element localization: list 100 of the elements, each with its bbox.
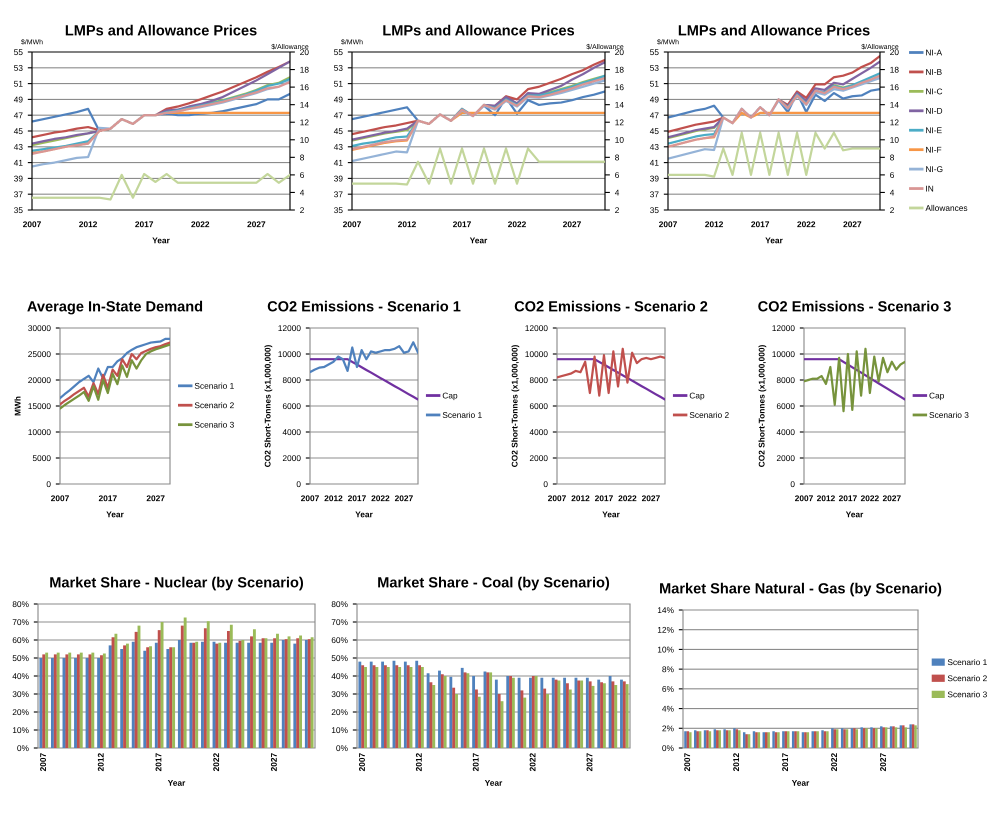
x-tick-label: 2017	[135, 221, 154, 228]
y-tick-label: 2000	[282, 455, 301, 462]
y-tick-label: 6000	[530, 403, 548, 410]
bar	[484, 672, 486, 748]
legend-label: NI-G	[926, 166, 942, 172]
y-tick-label: 4000	[282, 429, 301, 436]
legend-label: Cap	[442, 392, 458, 400]
bar	[529, 678, 532, 748]
bar	[39, 658, 42, 748]
bar	[100, 655, 103, 748]
y-tick-label: 51	[14, 80, 23, 87]
y2-tick-label: 2	[615, 207, 619, 214]
bar	[296, 638, 300, 748]
y-tick-label: 41	[650, 160, 659, 166]
bar	[494, 680, 498, 748]
x-tick-label: 2007	[301, 495, 319, 502]
chart-title: LMPs and Allowance Prices	[66, 24, 257, 36]
y-tick-label: 49	[14, 96, 23, 102]
y-axis-title: CO2 Short-Tonnes (x1,000,000)	[758, 345, 766, 467]
bar	[718, 730, 721, 748]
bar	[765, 732, 768, 748]
bar	[772, 731, 775, 748]
bar	[108, 645, 112, 748]
legend-label: Allowances	[925, 204, 968, 211]
bar	[904, 727, 907, 748]
bar	[608, 676, 612, 748]
bar	[475, 690, 478, 748]
y2-tick-label: 12	[890, 119, 899, 126]
bar	[758, 732, 760, 748]
y-tick-label: 70%	[12, 619, 29, 626]
bar	[686, 731, 690, 748]
y-tick-label: 15000	[28, 403, 51, 410]
bar	[884, 727, 888, 748]
line-series	[310, 341, 418, 374]
x-tick-label: 2022	[213, 753, 220, 772]
y-tick-label: 49	[650, 96, 659, 102]
y-tick-label: 35	[650, 207, 659, 214]
bar	[826, 731, 829, 748]
x-tick-label: 2017	[594, 495, 613, 502]
bar	[310, 637, 314, 748]
bar	[138, 626, 140, 748]
bar	[518, 678, 521, 748]
y-tick-label: 12%	[658, 626, 674, 633]
line-series	[668, 132, 880, 178]
bar	[914, 725, 917, 748]
bar	[834, 729, 836, 748]
x-tick-label: 2017	[453, 221, 471, 228]
legend-label: NI-A	[926, 50, 942, 56]
bar	[814, 731, 816, 748]
x-tick-label: 2027	[586, 753, 592, 772]
x-tick-label: 2017	[782, 753, 788, 772]
y-tick-label: 70%	[332, 619, 348, 626]
bar	[714, 729, 716, 748]
x-tick-label: 2012	[98, 753, 104, 772]
bar	[489, 672, 492, 748]
x-tick-label: 2007	[23, 221, 41, 228]
bar	[238, 640, 242, 748]
y2-tick-label: 14	[890, 102, 899, 108]
bar	[900, 725, 902, 748]
bar	[449, 676, 452, 748]
bar	[184, 618, 187, 748]
bar	[120, 649, 124, 748]
line-series	[352, 147, 605, 186]
bar	[299, 636, 302, 748]
x-axis-title: Year	[846, 512, 864, 518]
bar	[123, 645, 126, 748]
x-tick-label: 2007	[684, 753, 690, 772]
y-tick-label: 55	[650, 49, 659, 56]
y-tick-label: 20000	[28, 377, 51, 384]
bar	[546, 694, 549, 748]
bar	[258, 642, 262, 748]
bar	[704, 730, 706, 748]
bar	[160, 622, 164, 748]
line-series	[557, 358, 665, 401]
bar	[880, 726, 883, 748]
y2-tick-label: 14	[300, 102, 309, 108]
bar	[836, 729, 838, 748]
bar	[787, 731, 790, 748]
legend-label: Scenario 1	[442, 412, 482, 418]
y-tick-label: 6000	[282, 403, 301, 410]
x-tick-label: 2017	[98, 495, 117, 502]
bar	[592, 686, 594, 748]
y-tick-label: 40%	[331, 673, 348, 680]
y-axis-title: CO2 Short-Tonnes (x1,000,000)	[264, 345, 272, 467]
bar	[802, 732, 804, 748]
bar	[264, 638, 268, 748]
x-tick-label: 2007	[359, 753, 365, 772]
bar	[201, 642, 204, 748]
bar	[794, 731, 797, 748]
x-tick-label: 2017	[472, 753, 479, 772]
legend-label: IN	[926, 186, 934, 192]
y-tick-label: 51	[334, 80, 343, 87]
legend-label: Scenario 2	[690, 412, 729, 418]
bar	[288, 636, 290, 748]
bar	[894, 727, 898, 748]
y2-tick-label: 14	[615, 102, 624, 108]
y-tick-label: 47	[14, 112, 23, 118]
y-tick-label: 10000	[772, 351, 795, 358]
y-tick-label: 8%	[662, 666, 674, 672]
y-tick-label: 10%	[12, 727, 29, 734]
